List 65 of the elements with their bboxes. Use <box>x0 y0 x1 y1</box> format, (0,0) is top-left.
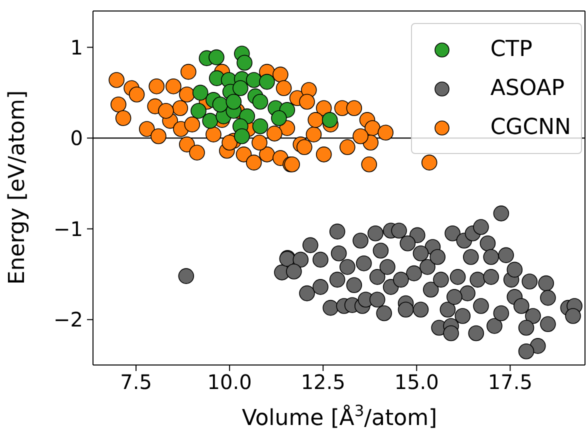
point <box>138 121 155 137</box>
point <box>296 139 312 156</box>
point <box>252 134 268 151</box>
point <box>252 118 268 134</box>
y-axis-title: Energy [eV/atom] <box>5 90 30 285</box>
point <box>208 49 224 66</box>
point <box>108 72 124 88</box>
x-tick-label: 7.5 <box>120 370 152 394</box>
point <box>179 86 195 102</box>
point <box>189 144 205 160</box>
point <box>206 126 222 142</box>
x-axis-title: Volume [Å$^{3}$/atom] <box>242 402 438 431</box>
point <box>378 124 394 141</box>
point <box>272 66 288 82</box>
point <box>232 80 248 96</box>
point <box>316 146 332 162</box>
point <box>179 136 195 152</box>
point <box>322 112 338 128</box>
point <box>421 154 438 170</box>
point <box>190 102 206 119</box>
x-tick-label: 17.5 <box>488 370 532 394</box>
point <box>222 134 238 151</box>
point <box>128 86 145 102</box>
point <box>192 84 208 101</box>
point <box>361 156 378 172</box>
point <box>352 128 368 144</box>
point <box>259 74 275 90</box>
y-tick-label: −1 <box>54 216 83 241</box>
point <box>271 110 287 126</box>
point <box>364 120 380 136</box>
point <box>340 139 356 156</box>
point <box>306 126 322 142</box>
legend-label: CGCNN <box>490 115 571 140</box>
x-tick-label: 12.5 <box>300 370 346 394</box>
point <box>234 128 250 144</box>
point <box>308 112 324 128</box>
point <box>212 96 228 112</box>
point <box>299 94 315 110</box>
point <box>346 100 362 116</box>
point <box>226 94 242 110</box>
point <box>236 54 252 71</box>
x-tick-label: 15.0 <box>394 370 439 394</box>
legend-label: ASOAP <box>490 76 565 101</box>
y-tick-label: 0 <box>70 126 83 150</box>
point <box>202 112 218 129</box>
point <box>246 72 262 88</box>
point <box>180 64 196 80</box>
point <box>110 96 126 112</box>
x-tick-label: 10.0 <box>207 370 252 394</box>
y-tick-label: −2 <box>54 308 83 332</box>
point <box>246 154 262 170</box>
point <box>150 128 166 144</box>
point <box>148 78 165 94</box>
y-tick-label: 1 <box>70 35 83 60</box>
point <box>166 78 182 94</box>
point <box>259 146 275 162</box>
point <box>184 116 200 132</box>
point <box>172 100 188 116</box>
point <box>252 94 268 110</box>
legend-label: CTP <box>490 37 532 62</box>
point <box>276 80 292 96</box>
point <box>115 110 132 126</box>
point <box>266 126 282 142</box>
point <box>236 146 252 162</box>
point <box>158 102 174 119</box>
